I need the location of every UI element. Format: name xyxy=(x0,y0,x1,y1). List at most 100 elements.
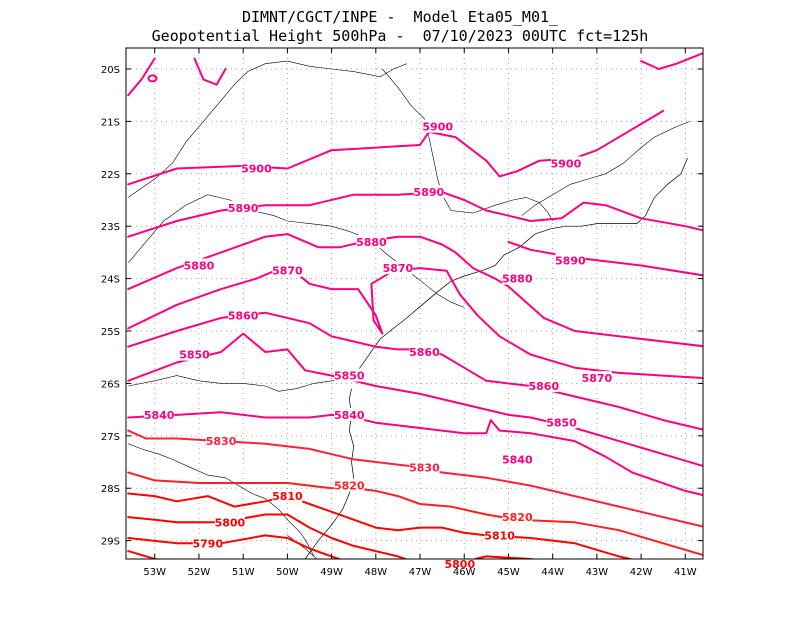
contour-line-5790 xyxy=(127,534,342,559)
contour-label-background xyxy=(502,271,533,285)
contour-label-background xyxy=(484,528,515,542)
state-border xyxy=(382,68,553,222)
contour-line-5900 xyxy=(640,52,703,70)
contour-line-5900 xyxy=(127,57,156,97)
contour-label-background xyxy=(206,434,237,448)
contour-label-5890: 5890 xyxy=(228,202,259,215)
chart-title-line-1: DIMNT/CGCT/INPE - Model Eta05_M01_ xyxy=(241,8,559,26)
lat-tick-label: 25S xyxy=(101,327,120,338)
grid-lines xyxy=(126,48,703,559)
contour-label-5850: 5850 xyxy=(179,349,210,362)
contour-label-5820: 5820 xyxy=(502,511,533,524)
contour-label-background xyxy=(382,261,413,275)
contour-label-background xyxy=(334,368,365,382)
contour-label-background xyxy=(272,489,303,503)
contour-line-5900 xyxy=(127,109,665,186)
contour-label-background xyxy=(555,253,586,267)
contour-label-5840: 5840 xyxy=(502,453,533,466)
lon-tick-label: 43W xyxy=(586,567,609,578)
contour-label-5880: 5880 xyxy=(502,273,533,286)
contour-label-background xyxy=(214,515,245,529)
geographic-boundaries xyxy=(127,60,690,559)
lon-tick-label: 51W xyxy=(232,567,255,578)
contour-label-5880: 5880 xyxy=(184,260,215,273)
contour-labels: 5900 5900 5900 5890 5890 5890 5880 5880 5880 5870… xyxy=(144,119,613,571)
lat-tick-label: 28S xyxy=(101,484,120,495)
lon-tick-label: 50W xyxy=(276,567,299,578)
contour-line-5900 xyxy=(193,57,227,86)
contour-label-background xyxy=(502,510,533,524)
contour-line-5780 xyxy=(127,550,164,559)
contour-label-background xyxy=(550,156,581,170)
contour-label-5850: 5850 xyxy=(546,417,577,430)
contour-label-background xyxy=(528,379,559,393)
contour-label-5880: 5880 xyxy=(356,236,387,249)
contour-label-background xyxy=(581,371,612,385)
contour-label-background xyxy=(422,119,453,133)
contour-label-background xyxy=(192,536,223,550)
contour-label-5810: 5810 xyxy=(484,529,515,542)
contour-label-5850: 5850 xyxy=(334,370,365,383)
contour-label-5860: 5860 xyxy=(409,346,440,359)
state-border xyxy=(128,60,288,198)
contour-label-5870: 5870 xyxy=(272,265,303,278)
contour-label-5820: 5820 xyxy=(334,480,365,493)
contour-label-5830: 5830 xyxy=(206,435,237,448)
coastline xyxy=(346,157,688,382)
contour-line-5880 xyxy=(127,233,703,348)
lon-tick-label: 45W xyxy=(497,567,520,578)
contour-label-background xyxy=(356,234,387,248)
contour-label-5840: 5840 xyxy=(144,409,175,422)
state-border xyxy=(128,375,348,392)
contour-label-5900: 5900 xyxy=(551,157,582,170)
lon-tick-label: 47W xyxy=(409,567,432,578)
contour-label-background xyxy=(444,557,475,571)
lat-tick-label: 23S xyxy=(101,222,120,233)
contour-label-5900: 5900 xyxy=(422,121,453,134)
contour-label-5830: 5830 xyxy=(409,461,440,474)
contour-label-5870: 5870 xyxy=(582,372,613,385)
lat-tick-label: 22S xyxy=(101,170,120,181)
contour-label-background xyxy=(502,452,533,466)
lon-tick-label: 44W xyxy=(541,567,564,578)
contour-label-5810: 5810 xyxy=(272,490,303,503)
contour-label-background xyxy=(409,344,440,358)
contour-label-5860: 5860 xyxy=(529,380,560,393)
contour-label-5890: 5890 xyxy=(414,186,445,199)
state-border xyxy=(128,443,315,557)
contour-line-5840 xyxy=(127,411,703,497)
lat-tick-label: 26S xyxy=(101,379,120,390)
contour-label-5890: 5890 xyxy=(555,254,586,267)
lat-tick-label: 27S xyxy=(101,432,120,443)
lat-tick-label: 21S xyxy=(101,117,120,128)
contour-closed-loop xyxy=(147,74,158,83)
lat-tick-label: 20S xyxy=(101,65,120,76)
contour-label-background xyxy=(183,258,214,272)
contour-label-background xyxy=(228,200,259,214)
lon-tick-label: 49W xyxy=(320,567,343,578)
contour-line-5800 xyxy=(127,513,537,559)
lon-tick-label: 41W xyxy=(674,567,697,578)
contour-label-5840: 5840 xyxy=(334,409,365,422)
contour-label-5800: 5800 xyxy=(445,558,476,571)
contour-line-5810 xyxy=(127,492,635,559)
contour-label-background xyxy=(144,407,175,421)
state-border xyxy=(521,121,690,216)
lat-tick-label: 24S xyxy=(101,275,120,286)
contour-line-5850 xyxy=(127,332,703,468)
contour-label-5860: 5860 xyxy=(228,309,259,322)
contour-label-5790: 5790 xyxy=(192,537,223,550)
contour-label-background xyxy=(546,415,577,429)
contour-label-background xyxy=(179,347,210,361)
plot-background xyxy=(126,48,703,559)
state-border xyxy=(127,194,465,308)
chart-title-line-2: Geopotential Height 500hPa - 07/10/2023 … xyxy=(151,27,649,45)
contour-label-background xyxy=(413,185,444,199)
contour-label-background xyxy=(241,161,272,175)
contour-label-background xyxy=(228,308,259,322)
contour-label-background xyxy=(272,263,303,277)
contour-label-background xyxy=(409,460,440,474)
contour-label-5800: 5800 xyxy=(215,516,246,529)
